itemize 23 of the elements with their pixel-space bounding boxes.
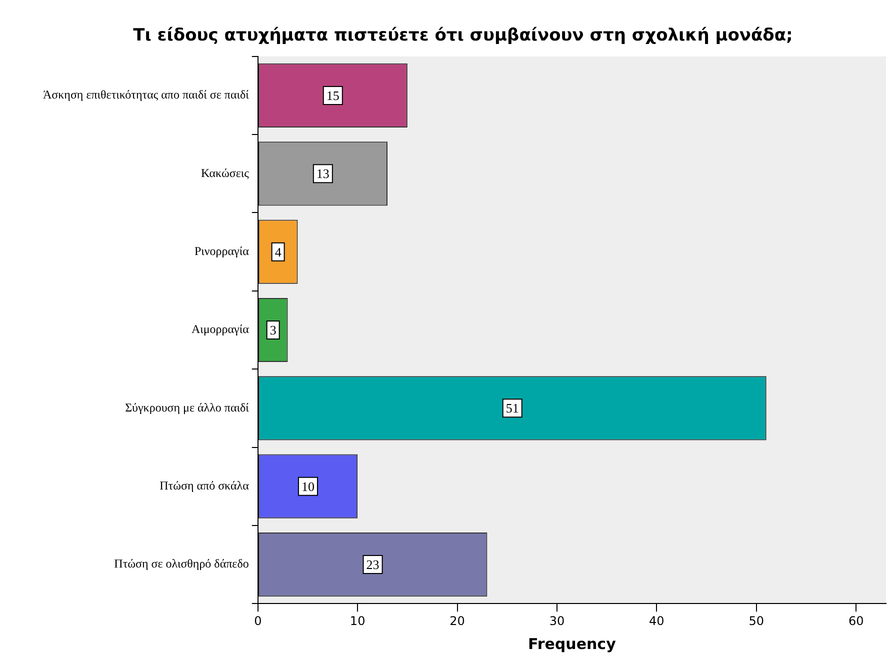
y-tick-label: Κακώσεις (201, 166, 250, 180)
chart-title: Τι είδους ατυχήματα πιστεύετε ότι συμβαίνουν στη σχολική μονάδα; (133, 26, 793, 46)
y-tick-label: Πτώση σε ολισθηρό δάπεδο (114, 556, 249, 571)
data-label: 51 (506, 400, 519, 416)
y-tick-label: Σύγκρουση με άλλο παιδί (125, 400, 250, 414)
data-label: 3 (270, 322, 276, 338)
y-tick-label: Αιμορραγία (191, 322, 250, 336)
x-tick-label: 60 (848, 614, 864, 628)
x-tick-label: 20 (450, 614, 465, 628)
data-label: 15 (326, 88, 340, 103)
x-tick-label: 40 (649, 614, 664, 628)
data-label: 10 (301, 478, 314, 494)
data-label: 4 (274, 244, 282, 260)
x-tick-label: 0 (254, 614, 262, 628)
data-label: 23 (366, 556, 380, 572)
x-tick-label: 30 (549, 614, 565, 628)
y-tick-label: Πτώση από σκάλα (160, 478, 250, 492)
y-tick-label: Ρινορραγία (194, 244, 250, 258)
x-tick-label: 50 (748, 614, 764, 628)
x-axis-title: Frequency (528, 634, 616, 653)
x-tick-label: 10 (350, 614, 366, 628)
y-tick-label: Άσκηση επιθετικότητας απο παιδί σε παιδί (43, 88, 250, 102)
data-label: 13 (316, 166, 330, 182)
